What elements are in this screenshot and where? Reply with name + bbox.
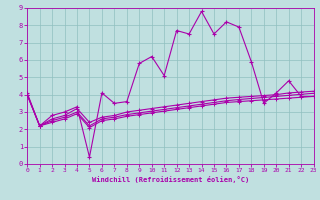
- X-axis label: Windchill (Refroidissement éolien,°C): Windchill (Refroidissement éolien,°C): [92, 176, 249, 183]
